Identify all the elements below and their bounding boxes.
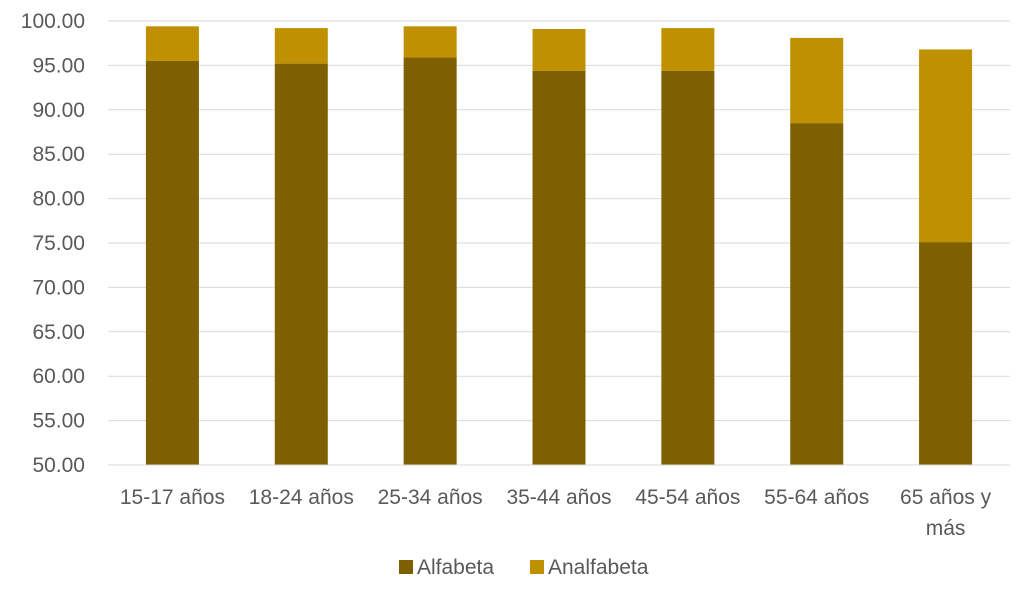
bar-analfabeta-0 [145, 26, 199, 61]
y-tick-label: 65.00 [32, 321, 85, 344]
x-category-label: 45-54 años [635, 486, 740, 509]
bar-analfabeta-2 [403, 26, 457, 58]
bar-alfabeta-6 [919, 242, 973, 465]
bar-alfabeta-0 [145, 60, 199, 466]
x-category-label: 55-64 años [764, 486, 869, 509]
bar-analfabeta-4 [661, 28, 715, 71]
bar-alfabeta-2 [403, 57, 457, 466]
bar-alfabeta-1 [274, 63, 328, 466]
y-tick-label: 70.00 [32, 276, 85, 299]
y-tick-label: 80.00 [32, 188, 85, 211]
x-category-label: 25-34 años [378, 486, 483, 509]
bars [145, 26, 973, 466]
x-category-label: 15-17 años [120, 486, 225, 509]
bar-analfabeta-1 [274, 28, 328, 64]
y-tick-label: 60.00 [32, 365, 85, 388]
y-tick-label: 55.00 [32, 410, 85, 433]
bar-alfabeta-3 [532, 70, 586, 465]
legend: Alfabeta Analfabeta [399, 556, 649, 579]
x-axis-category-labels: 15-17 años 18-24 años 25-34 años 35-44 años… [120, 486, 992, 540]
y-tick-label: 50.00 [32, 454, 85, 477]
bar-analfabeta-5 [790, 37, 844, 124]
bar-alfabeta-5 [790, 123, 844, 466]
x-category-label: 35-44 años [506, 486, 611, 509]
legend-label-analfabeta: Analfabeta [548, 556, 649, 579]
legend-swatch-alfabeta [399, 560, 413, 574]
bar-analfabeta-6 [919, 49, 973, 243]
y-axis-tick-labels: 50.00 55.00 60.00 65.00 70.00 75.00 80.00 85.00… [21, 10, 85, 477]
bar-analfabeta-3 [532, 28, 586, 71]
y-tick-label: 75.00 [32, 232, 85, 255]
bar-alfabeta-4 [661, 70, 715, 465]
legend-swatch-analfabeta [530, 560, 544, 574]
y-tick-label: 100.00 [21, 10, 85, 33]
x-category-label: 65 años y más [900, 486, 992, 540]
x-category-label: 18-24 años [249, 486, 354, 509]
y-tick-label: 95.00 [32, 54, 85, 77]
legend-label-alfabeta: Alfabeta [417, 556, 494, 579]
y-tick-label: 90.00 [32, 99, 85, 122]
y-tick-label: 85.00 [32, 143, 85, 166]
